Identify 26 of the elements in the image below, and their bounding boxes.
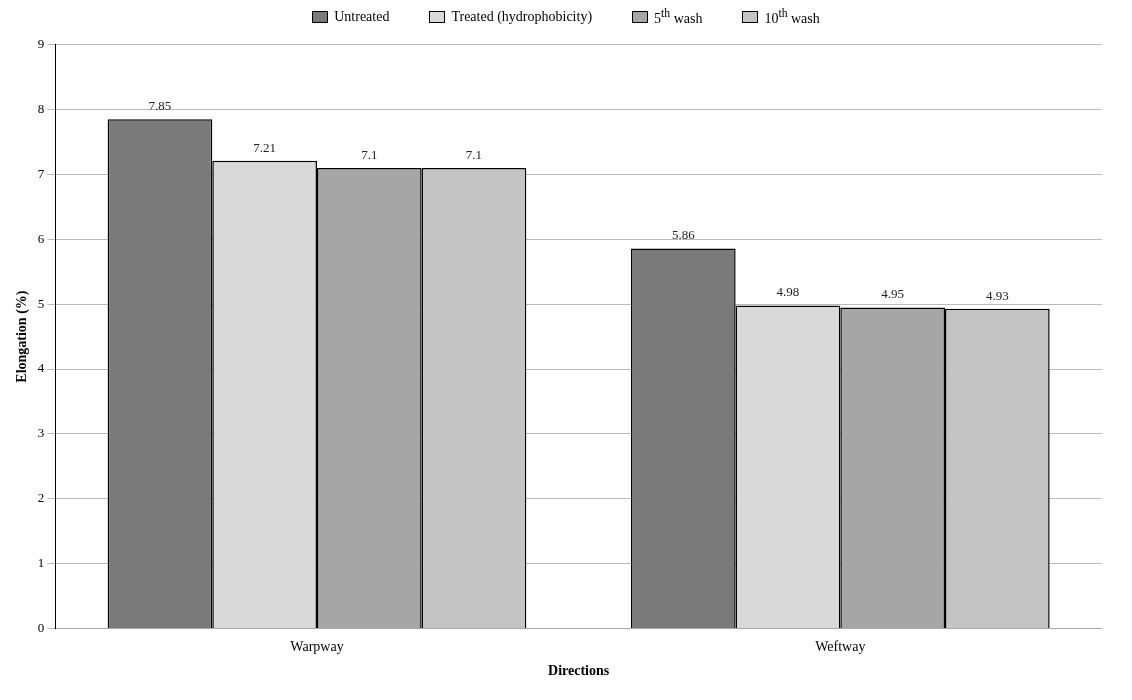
legend-label: 5$^{th}$ wash — [654, 7, 703, 27]
y-tick-label: 0 — [37, 619, 45, 635]
y-axis-title: Elongation (%) — [14, 290, 31, 383]
y-tick-label: 4 — [37, 360, 45, 376]
y-tick-label: 8 — [37, 101, 45, 117]
data-label: 4.95 — [881, 286, 905, 302]
x-tick-label: Warpway — [290, 639, 344, 655]
y-tick-label: 1 — [37, 554, 45, 570]
legend-label: 10$^{th}$ wash — [764, 7, 820, 27]
y-tick-label: 7 — [37, 165, 45, 181]
y-tick-label: 2 — [37, 490, 45, 506]
y-tick-label: 9 — [37, 36, 45, 52]
legend-label: Untreated — [334, 9, 390, 25]
legend-label: Treated (hydrophobicity) — [451, 9, 593, 25]
x-axis-title: Directions — [548, 663, 610, 679]
data-label: 7.1 — [361, 146, 378, 162]
y-tick-label: 5 — [37, 295, 45, 311]
data-label: 7.21 — [253, 139, 277, 155]
data-label: 7.1 — [465, 146, 483, 162]
y-tick-label: 6 — [37, 230, 45, 246]
data-label: 5.86 — [671, 227, 696, 243]
data-label: 4.98 — [776, 284, 800, 300]
y-tick-label: 3 — [37, 425, 45, 441]
x-tick-label: Weftway — [815, 639, 866, 655]
data-label: 7.85 — [148, 98, 172, 114]
data-label: 4.93 — [985, 287, 1009, 303]
